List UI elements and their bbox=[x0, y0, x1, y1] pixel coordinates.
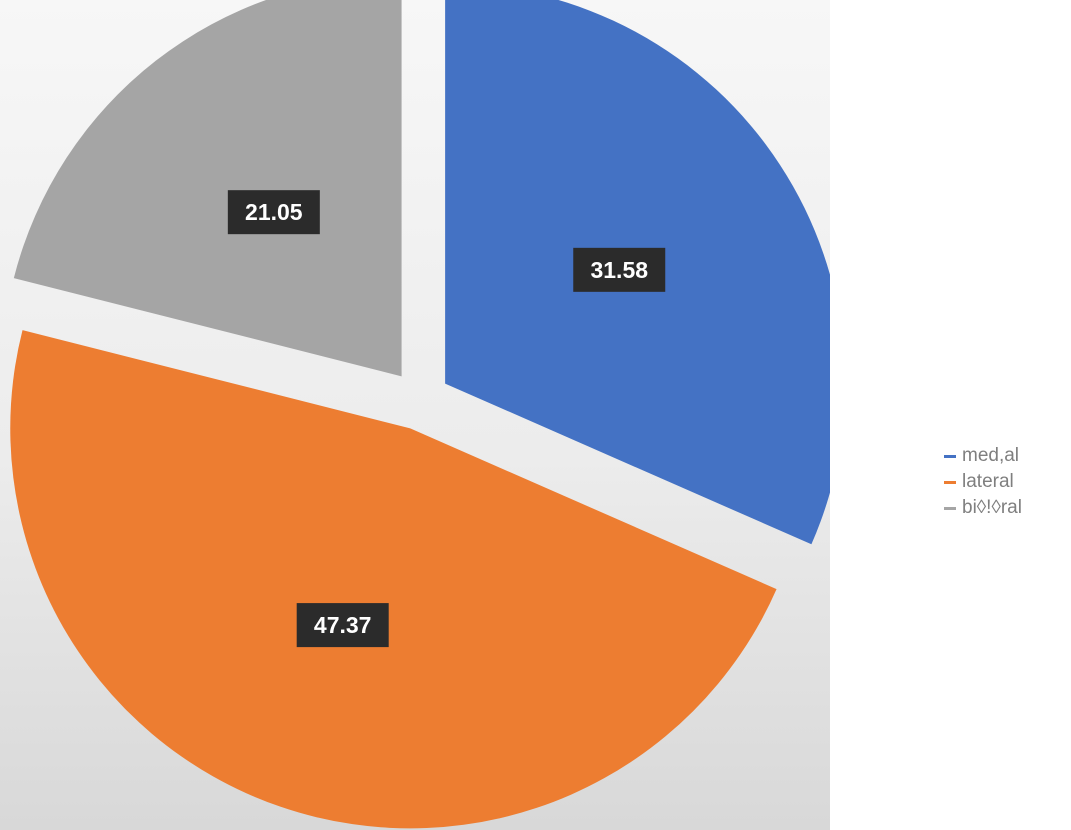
pie-chart: 31.58 47.37 21.05 bbox=[0, 0, 830, 830]
data-label-medial: 31.58 bbox=[573, 247, 666, 292]
legend-item-lateral: lateral bbox=[944, 469, 1022, 495]
data-label-bilateral: 21.05 bbox=[227, 190, 320, 235]
legend-swatch-medial bbox=[944, 454, 956, 458]
legend-label-lateral: lateral bbox=[962, 471, 1014, 492]
data-label-lateral: 47.37 bbox=[296, 603, 389, 648]
data-label-box-medial bbox=[573, 247, 666, 292]
pie-slice-bilateral bbox=[13, 0, 402, 377]
data-label-box-bilateral bbox=[227, 190, 320, 235]
legend-label-medial: med,al bbox=[962, 445, 1020, 466]
data-label-box-lateral bbox=[296, 603, 389, 648]
legend-item-medial: med,al bbox=[944, 443, 1022, 469]
data-label-text-lateral: 47.37 bbox=[314, 612, 372, 638]
legend-label-bilateral: bi◊!◊ral bbox=[962, 497, 1022, 518]
legend-item-bilateral: bi◊!◊ral bbox=[944, 495, 1022, 521]
pie-chart-svg: 31.58 47.37 21.05 bbox=[0, 0, 830, 830]
data-label-text-bilateral: 21.05 bbox=[245, 199, 303, 225]
legend-swatch-bilateral bbox=[944, 506, 956, 510]
pie-slice-lateral bbox=[10, 330, 777, 829]
legend-swatch-lateral bbox=[944, 480, 956, 484]
data-label-text-medial: 31.58 bbox=[590, 257, 648, 283]
chart-legend: med,al lateral bi◊!◊ral bbox=[944, 443, 1022, 521]
pie-data-labels: 31.58 47.37 21.05 bbox=[227, 190, 666, 648]
